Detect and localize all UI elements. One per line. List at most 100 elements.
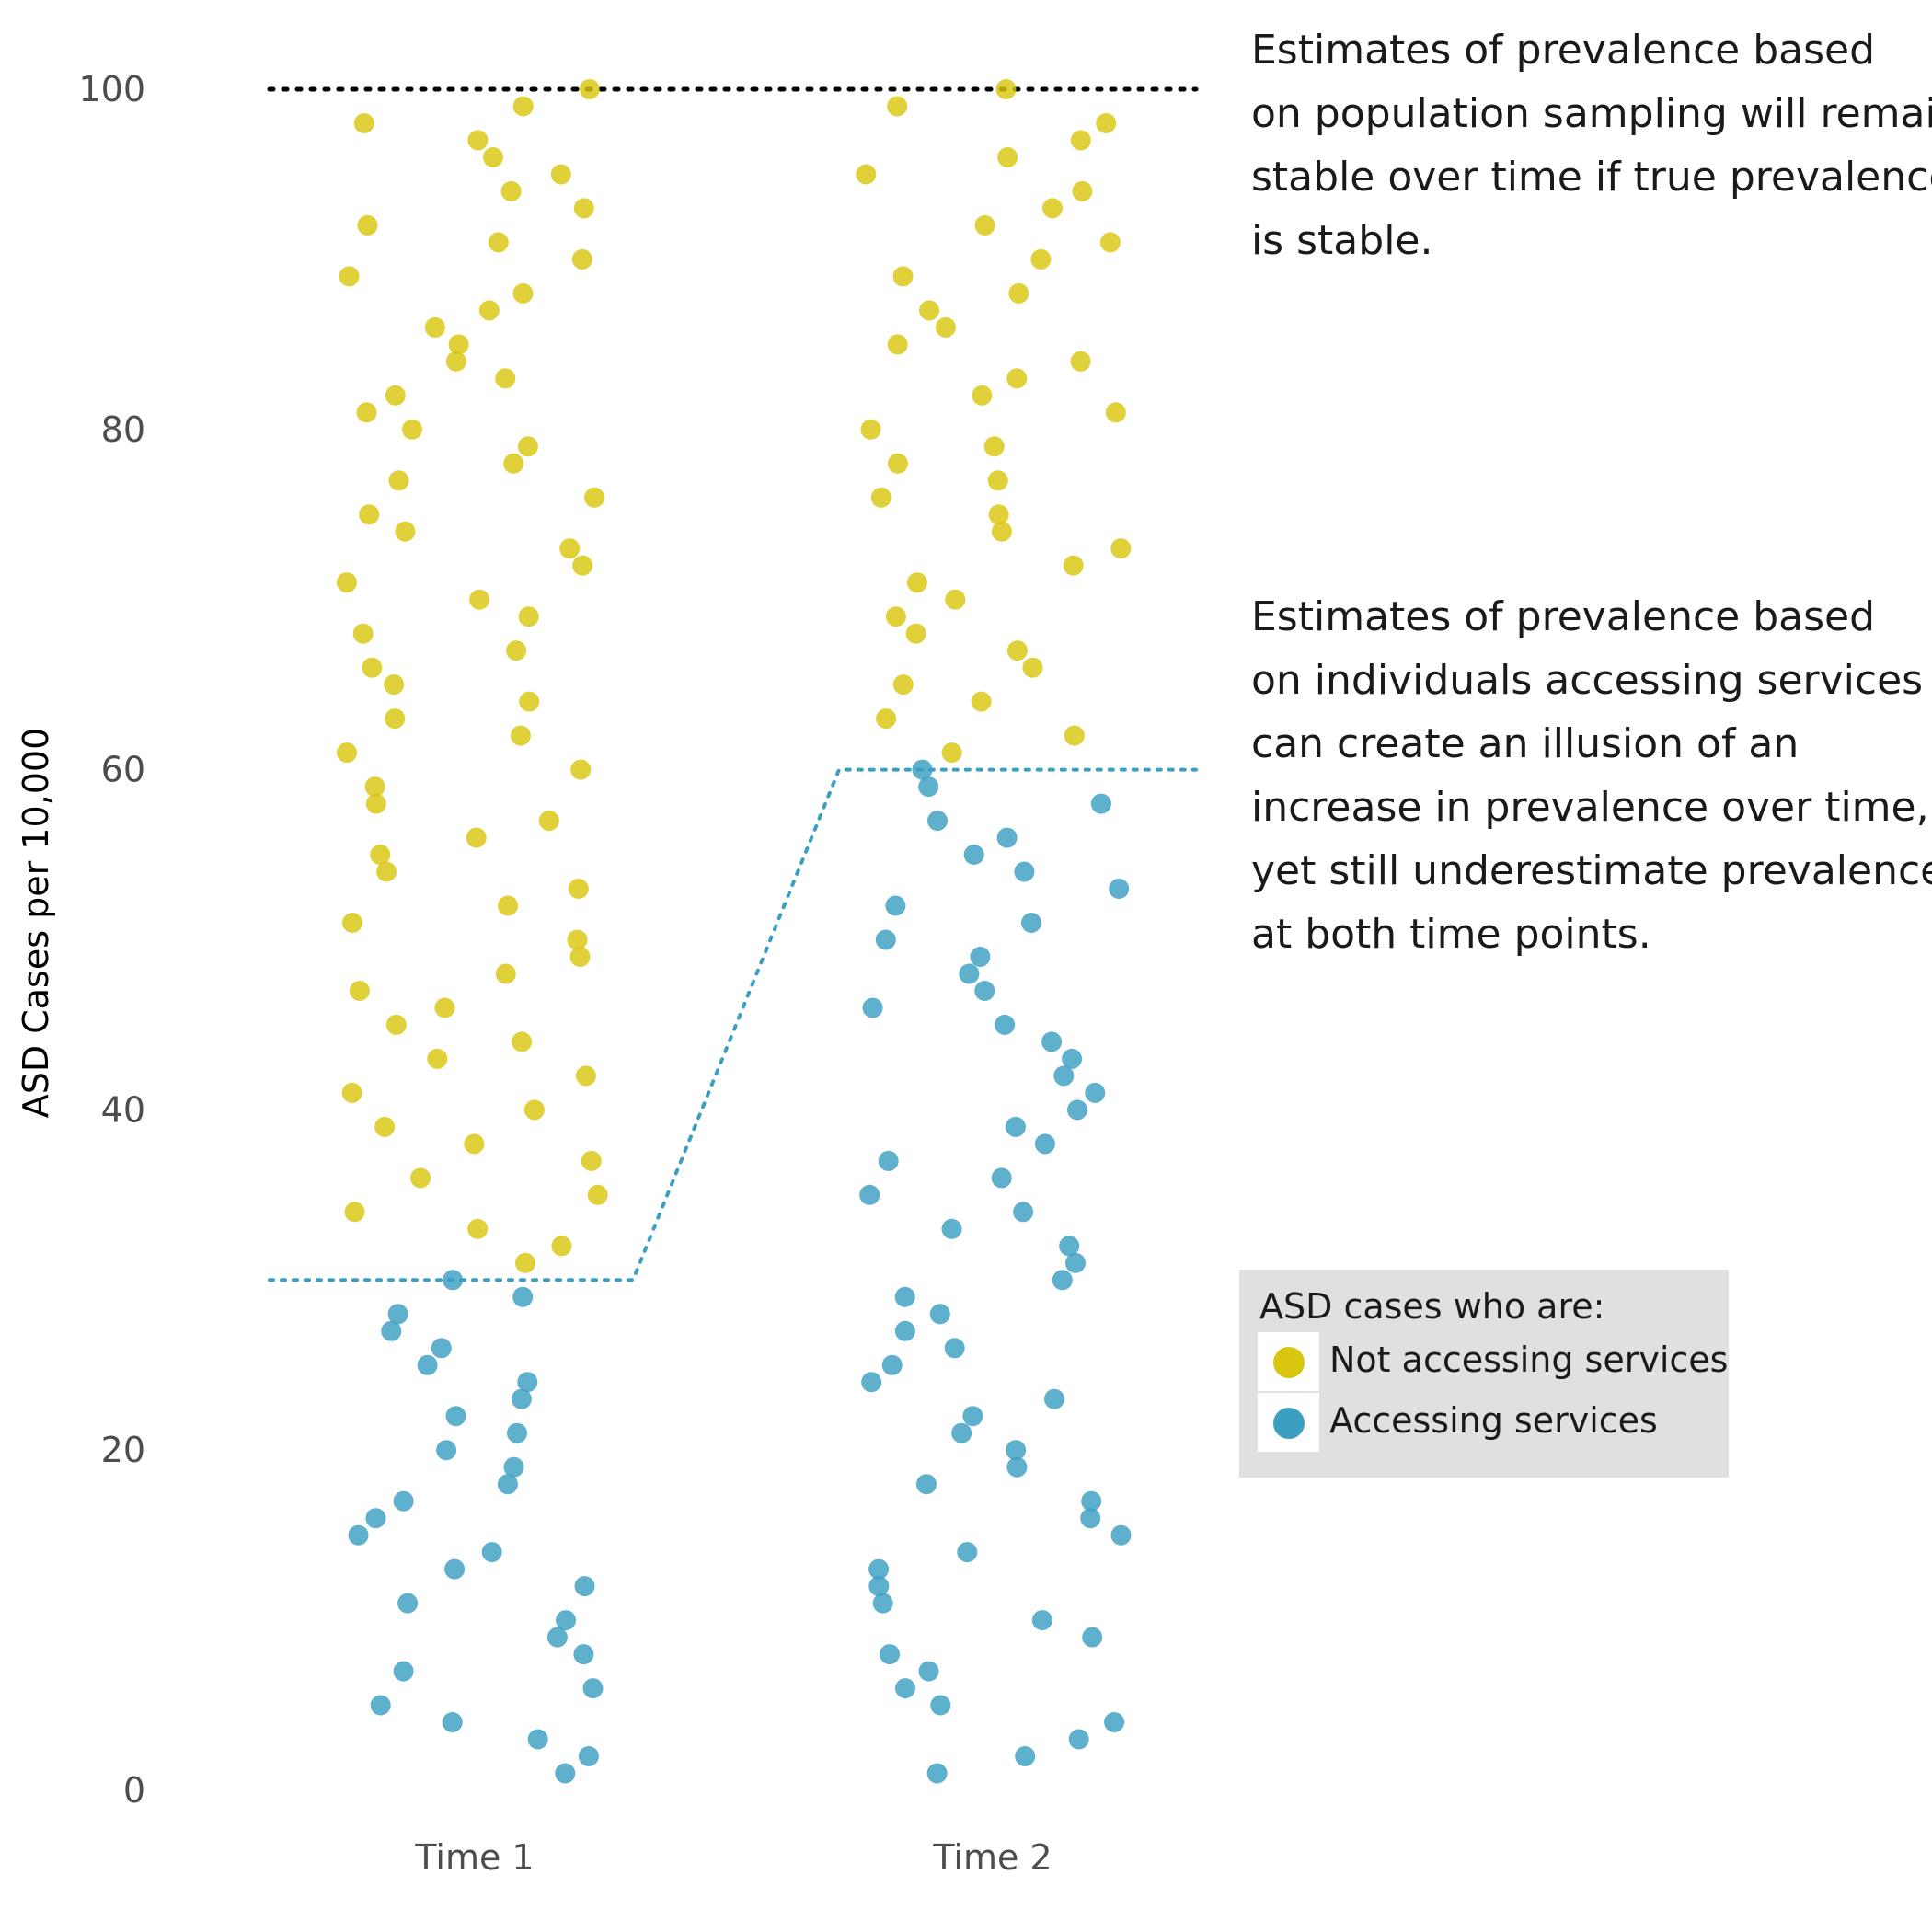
not-accessing-services-point <box>551 1236 572 1257</box>
annotation-line: is stable. <box>1251 217 1433 264</box>
not-accessing-services-point <box>571 248 592 270</box>
not-accessing-services-point <box>498 895 519 916</box>
not-accessing-services-point <box>349 981 370 1001</box>
accessing-services-point <box>365 1508 386 1529</box>
not-accessing-services-point <box>988 504 1009 525</box>
not-accessing-services-point <box>495 368 516 389</box>
accessing-services-point <box>1068 1729 1089 1750</box>
not-accessing-services-point <box>495 963 516 984</box>
accessing-services-point <box>431 1338 452 1359</box>
not-accessing-services-point <box>1072 180 1093 201</box>
not-accessing-services-point <box>341 1082 362 1103</box>
y-tick-label: 0 <box>123 1770 145 1811</box>
data-points <box>336 79 1132 1784</box>
accessing-services-point <box>859 1184 880 1205</box>
accessing-services-point <box>974 981 995 1001</box>
not-accessing-services-point <box>374 1116 396 1137</box>
accessing-services-point <box>1080 1508 1101 1529</box>
accessing-services-point <box>1062 1048 1083 1069</box>
annotation-line: Estimates of prevalence based <box>1251 593 1876 640</box>
accessing-services-point <box>962 1406 983 1427</box>
not-accessing-services-point <box>538 811 559 832</box>
not-accessing-services-point <box>510 725 531 746</box>
accessing-services-point <box>880 1644 900 1665</box>
accessing-services-point <box>556 1610 576 1631</box>
accessing-services-point <box>507 1422 527 1443</box>
not-accessing-services-point <box>885 606 906 627</box>
not-accessing-services-point <box>887 453 908 474</box>
y-tick-label: 80 <box>101 409 145 450</box>
not-accessing-services-point <box>352 623 374 644</box>
not-accessing-services-point <box>515 1252 535 1273</box>
service-estimate-line <box>268 767 1198 1282</box>
accessing-services-point <box>381 1320 402 1341</box>
accessing-services-point <box>582 1678 604 1699</box>
x-tick-label: Time 2 <box>932 1837 1052 1878</box>
x-tick-label: Time 1 <box>414 1837 534 1878</box>
not-accessing-services-point <box>410 1167 431 1189</box>
accessing-services-point <box>1031 1610 1052 1631</box>
accessing-services-point <box>397 1593 419 1614</box>
not-accessing-services-point <box>385 1014 407 1035</box>
accessing-services-point <box>959 963 980 984</box>
accessing-services-point <box>1034 1133 1055 1155</box>
annotation-line: on individuals accessing services <box>1251 657 1924 704</box>
not-accessing-services-point <box>905 623 926 644</box>
not-accessing-services-point <box>997 147 1018 167</box>
not-accessing-services-point <box>506 640 527 661</box>
not-accessing-services-point <box>568 879 589 899</box>
legend-title: ASD cases who are: <box>1259 1286 1605 1327</box>
not-accessing-services-point <box>876 708 897 730</box>
not-accessing-services-point <box>572 555 593 576</box>
accessing-services-point <box>348 1524 369 1546</box>
accessing-services-point <box>996 827 1018 848</box>
legend-swatch-accessing <box>1273 1408 1305 1439</box>
accessing-services-point <box>885 895 906 916</box>
not-accessing-services-point <box>860 419 881 440</box>
not-accessing-services-point <box>567 929 588 950</box>
annotation-line: at both time points. <box>1251 911 1651 958</box>
not-accessing-services-point <box>972 385 993 406</box>
not-accessing-services-point <box>1006 640 1028 661</box>
not-accessing-services-point <box>523 1099 545 1121</box>
legend-key-accessing <box>1258 1393 1319 1452</box>
accessing-services-point <box>894 1320 915 1341</box>
not-accessing-services-point <box>584 487 604 508</box>
not-accessing-services-point <box>1063 555 1084 576</box>
not-accessing-services-point <box>464 1133 485 1155</box>
not-accessing-services-point <box>434 997 455 1018</box>
not-accessing-services-point <box>376 861 397 882</box>
not-accessing-services-point <box>974 214 995 236</box>
not-accessing-services-point <box>483 147 503 167</box>
not-accessing-services-point <box>892 266 914 287</box>
accessing-services-point <box>393 1490 414 1512</box>
not-accessing-services-point <box>518 606 539 627</box>
accessing-services-point <box>517 1372 538 1393</box>
accessing-services-point <box>868 1576 890 1597</box>
accessing-services-point <box>436 1440 457 1461</box>
not-accessing-services-point <box>339 266 360 287</box>
accessing-services-point <box>1065 1252 1086 1273</box>
not-accessing-services-point <box>1070 130 1091 151</box>
accessing-services-point <box>963 845 984 865</box>
annotation-line: yet still underestimate prevalence <box>1251 847 1932 894</box>
not-accessing-services-point <box>478 300 500 321</box>
not-accessing-services-point <box>935 316 956 338</box>
not-accessing-services-point <box>370 845 391 865</box>
annotation-line: can create an illusion of an <box>1251 720 1800 767</box>
x-axis-ticks: Time 1 Time 2 <box>414 1837 1052 1878</box>
y-tick-label: 100 <box>78 69 145 109</box>
accessing-services-point <box>497 1474 518 1495</box>
y-tick-label: 40 <box>101 1089 145 1130</box>
not-accessing-services-point <box>1022 657 1043 678</box>
not-accessing-services-point <box>1110 538 1132 559</box>
accessing-services-point <box>1013 1202 1034 1223</box>
not-accessing-services-point <box>356 402 377 423</box>
accessing-services-point <box>894 1286 915 1307</box>
accessing-services-point <box>1015 1746 1036 1766</box>
accessing-services-point <box>941 1218 962 1239</box>
not-accessing-services-point <box>337 742 357 764</box>
annotation-line: stable over time if true prevalence <box>1251 154 1932 201</box>
not-accessing-services-point <box>983 436 1005 457</box>
not-accessing-services-point <box>887 96 908 117</box>
